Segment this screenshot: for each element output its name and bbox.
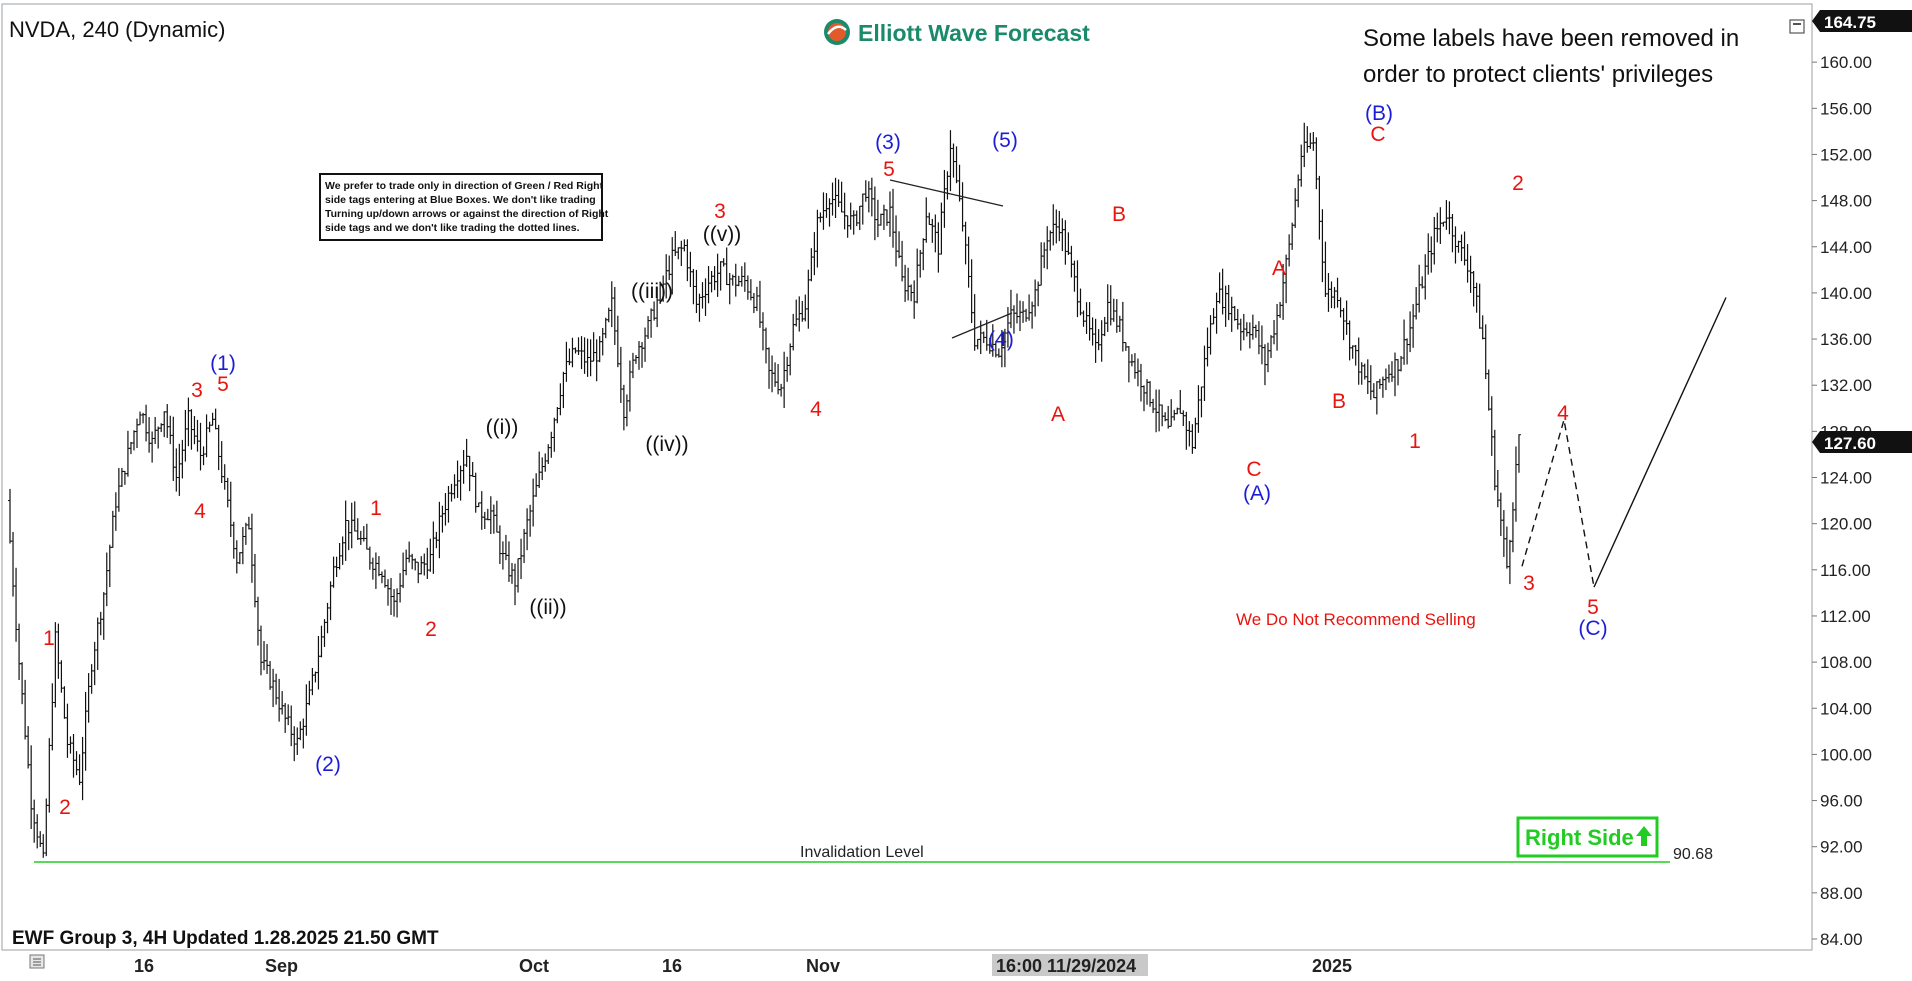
wave-label: (4) — [988, 328, 1014, 351]
wave-label: ((ii)) — [529, 596, 566, 619]
crosshair-time-label: 16:00 11/29/2024 — [996, 956, 1136, 976]
maximize-icon[interactable] — [1789, 19, 1805, 34]
invalidation-value: 90.68 — [1673, 846, 1713, 863]
plot-area[interactable] — [1, 3, 1813, 951]
wave-label: 1 — [1409, 430, 1421, 453]
up-arrow-icon — [1636, 826, 1652, 846]
brand-name: Elliott Wave Forecast — [858, 20, 1090, 46]
projection-target-path — [1593, 297, 1727, 588]
wave-label: 3 — [1523, 572, 1535, 595]
privacy-notice-line1: Some labels have been removed in — [1363, 25, 1739, 52]
wave-label: 1 — [370, 497, 382, 520]
wave-label: 5 — [883, 158, 895, 181]
chart-title: NVDA, 240 (Dynamic) — [9, 17, 225, 42]
current-price-value: 127.60 — [1824, 434, 1876, 453]
y-tick-label: 104.00 — [1820, 699, 1872, 718]
wave-label: (1) — [210, 352, 236, 375]
y-tick-label: 100.00 — [1820, 745, 1872, 764]
price-bars — [8, 122, 1521, 858]
invalidation-label: Invalidation Level — [800, 844, 924, 861]
y-tick-label: 88.00 — [1820, 884, 1863, 903]
y-tick-label: 136.00 — [1820, 330, 1872, 349]
projection-dashed-path — [1521, 419, 1595, 588]
wave-label: B — [1112, 203, 1126, 226]
y-tick-label: 92.00 — [1820, 838, 1863, 857]
wave-label: 4 — [1557, 402, 1569, 425]
wave-label: 5 — [1587, 596, 1599, 619]
right-side-label: Right Side — [1525, 825, 1634, 850]
wave-label: 5 — [217, 373, 229, 396]
x-tick-label: 16 — [662, 956, 682, 976]
y-tick-label: 148.00 — [1820, 192, 1872, 211]
wave-label: 2 — [425, 618, 437, 641]
disclaimer-line: side tags entering at Blue Boxes. We don… — [325, 194, 596, 206]
wave-label: C — [1246, 458, 1261, 481]
wave-label: 4 — [810, 398, 822, 421]
y-tick-label: 156.00 — [1820, 99, 1872, 118]
y-tick-label: 124.00 — [1820, 469, 1872, 488]
x-tick-label: 2025 — [1312, 956, 1352, 976]
settings-icon[interactable] — [29, 954, 45, 969]
y-tick-label: 160.00 — [1820, 53, 1872, 72]
wave-label: 2 — [59, 796, 71, 819]
wave-label: (5) — [992, 129, 1018, 152]
y-tick-label: 116.00 — [1820, 561, 1871, 580]
wave-label: (B) — [1365, 102, 1393, 125]
x-tick-label: Sep — [265, 956, 298, 976]
wave-label: (3) — [875, 131, 901, 154]
privacy-notice-line2: order to protect clients' privileges — [1363, 61, 1713, 88]
y-axis: 84.00 88.00 92.00 96.00 100.00 104.00 108.00 11… — [1812, 20, 1872, 949]
wave-label: ((iii)) — [631, 280, 673, 303]
wave-label: ((v)) — [703, 223, 741, 246]
top-price-tag — [1812, 10, 1912, 32]
disclaimer-box: We prefer to trade only in direction of … — [319, 173, 609, 241]
x-tick-label: 16 — [134, 956, 154, 976]
wave-label: 2 — [1512, 172, 1524, 195]
y-tick-label: 112.00 — [1820, 607, 1871, 626]
wave-label: (A) — [1243, 482, 1271, 505]
y-tick-label: 120.00 — [1820, 515, 1872, 534]
no-selling-warning: We Do Not Recommend Selling — [1236, 610, 1476, 629]
update-footer: EWF Group 3, 4H Updated 1.28.2025 21.50 … — [12, 928, 439, 949]
wave-label: A — [1051, 403, 1065, 426]
y-tick-label: 132.00 — [1820, 376, 1872, 395]
disclaimer-line: We prefer to trade only in direction of … — [325, 180, 604, 192]
wave-labels: 1 2 3 4 5 (1) (2) 1 2 ((i)) ((ii)) ((iii… — [43, 102, 1607, 819]
price-bar — [1516, 434, 1521, 473]
y-tick-label: 84.00 — [1820, 930, 1863, 949]
y-tick-label: 140.00 — [1820, 284, 1872, 303]
disclaimer-line: side tags and we don't like trading the … — [325, 222, 580, 234]
wave-label: 1 — [43, 627, 55, 650]
wave-label: ((i)) — [486, 416, 519, 439]
wave-label: C — [1370, 123, 1385, 146]
y-tick-label: 144.00 — [1820, 238, 1872, 257]
y-tick-label: 108.00 — [1820, 653, 1872, 672]
y-tick-label: 96.00 — [1820, 792, 1863, 811]
current-price-tag — [1812, 431, 1912, 453]
wave-label: 3 — [191, 379, 203, 402]
wave-label: A — [1272, 257, 1286, 280]
x-tick-label: Nov — [806, 956, 840, 976]
wave-label: ((iv)) — [645, 433, 688, 456]
x-tick-label: Oct — [519, 956, 549, 976]
right-side-tag: Right Side — [1516, 816, 1659, 858]
wave-label: (2) — [315, 753, 341, 776]
triangle-lower-line — [951, 312, 1013, 339]
y-tick-label: 152.00 — [1820, 145, 1872, 164]
crosshair-time-tag — [992, 954, 1148, 976]
disclaimer-line: Turning up/down arrows or against the di… — [325, 208, 609, 220]
triangle-upper-line — [889, 179, 1004, 207]
top-price-value: 164.75 — [1824, 13, 1876, 32]
wave-projection — [1521, 297, 1727, 588]
brand-logo: Elliott Wave Forecast — [824, 19, 1090, 46]
wave-label: (C) — [1578, 617, 1607, 640]
wave-label: 4 — [194, 500, 206, 523]
wave-label: 3 — [714, 200, 726, 223]
wave-label: B — [1332, 390, 1346, 413]
